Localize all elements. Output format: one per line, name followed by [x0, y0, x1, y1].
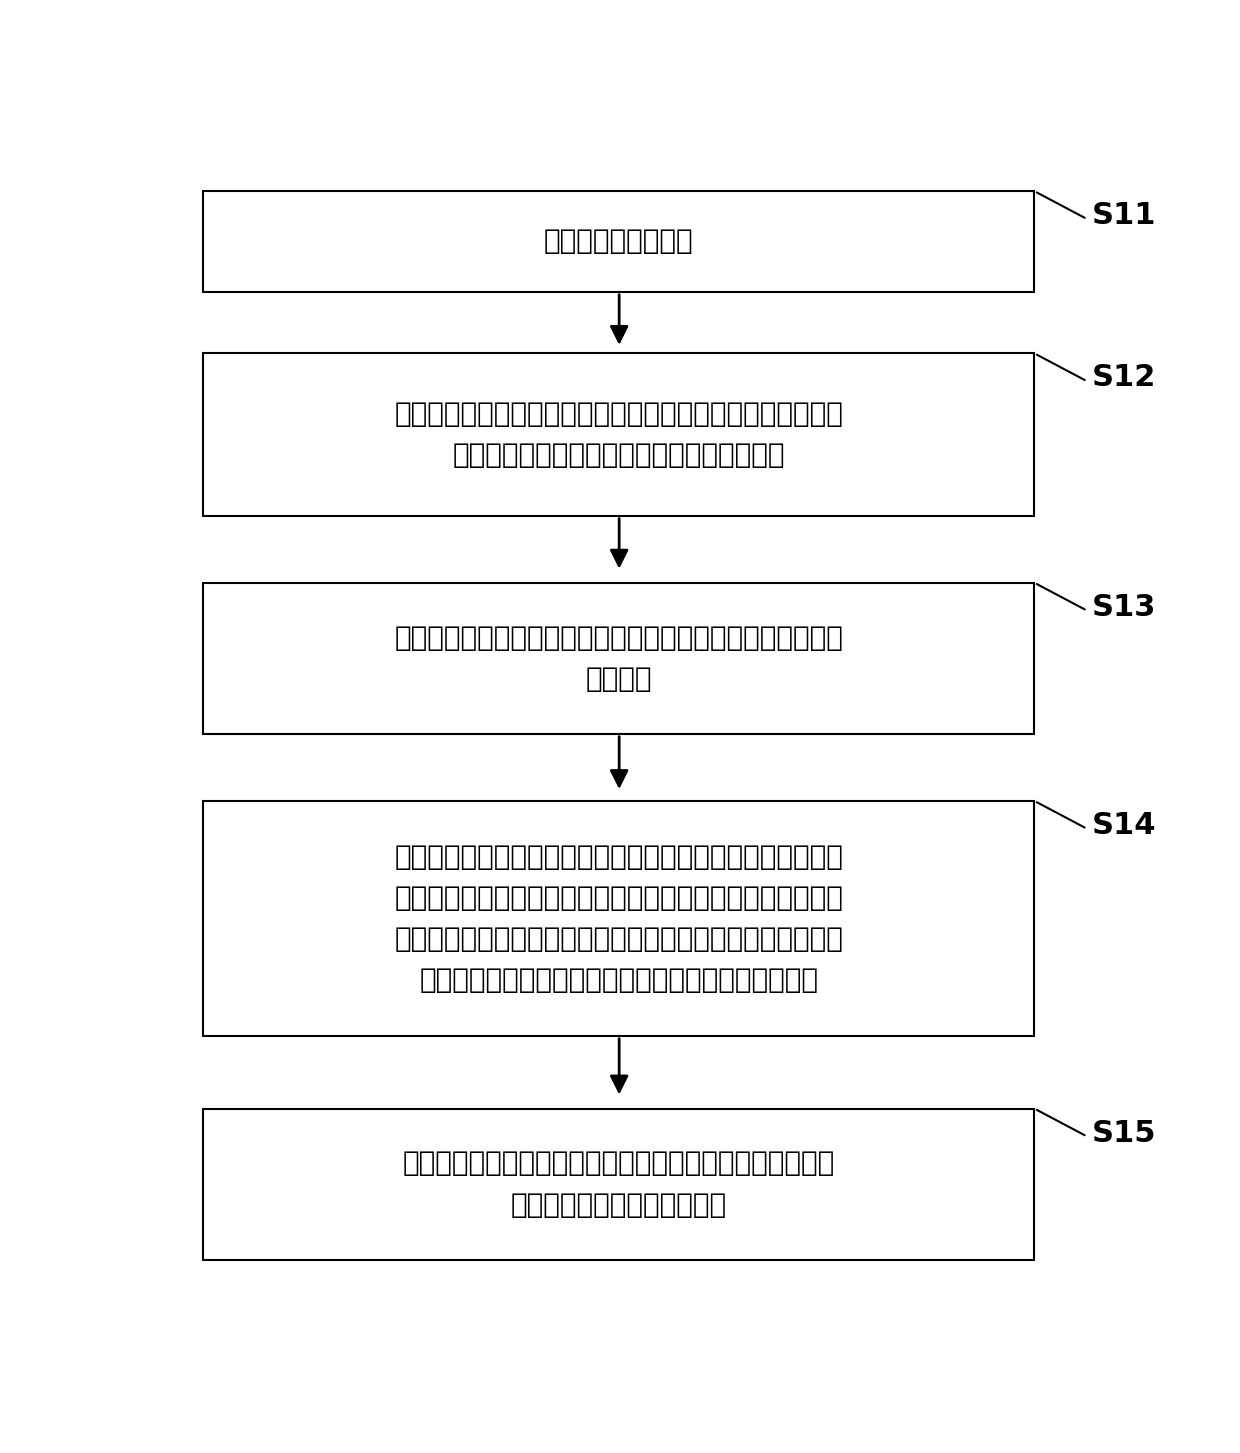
Text: S12: S12 — [1092, 363, 1157, 392]
Bar — [203, 192, 1034, 292]
Text: S14: S14 — [1092, 811, 1157, 840]
Text: 根据预设步长，对初始储能最大放电功率进行划分，获取多个
放电功率: 根据预设步长，对初始储能最大放电功率进行划分，获取多个 放电功率 — [394, 623, 843, 693]
Bar — [203, 1109, 1034, 1260]
Text: 根据天气预测数据集，调整当日光伏充电站中储能电池的储能
最大放电功率，以确定初始储能最大放电功率: 根据天气预测数据集，调整当日光伏充电站中储能电池的储能 最大放电功率，以确定初始… — [394, 400, 843, 469]
Bar — [203, 801, 1034, 1036]
Text: S15: S15 — [1092, 1119, 1157, 1148]
Text: 根据配电网的历史数据，预测当日配电网的负荷曲线，并根据
负荷曲线、站内车辆充电需求数据和光伏充电站的光伏发电数
据，获取在各放电功率下的各电网购电费用后，将与最: 根据配电网的历史数据，预测当日配电网的负荷曲线，并根据 负荷曲线、站内车辆充电需… — [394, 843, 843, 994]
Text: S11: S11 — [1092, 202, 1157, 230]
Text: 根据当日储能最大放电功率和当前时段，基于分时段充电策
略，对站内车辆进行有序充电: 根据当日储能最大放电功率和当前时段，基于分时段充电策 略，对站内车辆进行有序充电 — [403, 1149, 835, 1219]
Bar — [203, 583, 1034, 734]
Text: 获取天气预测数据集: 获取天气预测数据集 — [544, 228, 693, 256]
Text: S13: S13 — [1092, 593, 1157, 622]
Bar — [203, 353, 1034, 516]
